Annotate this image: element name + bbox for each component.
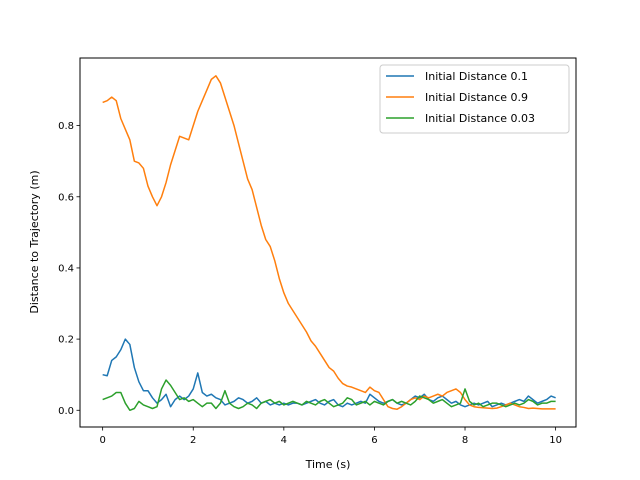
y-tick-label: 0.4: [58, 263, 74, 274]
series-line-3: [102, 379, 556, 412]
x-axis-label: Time (s): [305, 458, 351, 471]
legend-label-2: Initial Distance 0.9: [425, 91, 528, 104]
y-tick-label: 0.6: [58, 192, 74, 203]
legend-box: [379, 64, 570, 134]
x-tick-label: 10: [549, 435, 562, 446]
y-tick-label: 0.2: [58, 335, 74, 346]
x-tick-label: 6: [371, 435, 377, 446]
y-tick-label: 0.8: [58, 121, 74, 132]
y-axis-label: Distance to Trajectory (m): [28, 170, 41, 313]
plot-frame: [79, 57, 577, 428]
y-tick-label: 0.0: [58, 406, 74, 417]
y-axis: 0.0 0.2 0.4 0.6 0.8: [58, 121, 80, 417]
x-tick-label: 0: [99, 435, 105, 446]
legend-label-3: Initial Distance 0.03: [425, 112, 535, 125]
x-axis: 0 2 4 6 8 10: [99, 427, 562, 446]
x-tick-label: 8: [462, 435, 468, 446]
series-line-2: [102, 75, 556, 410]
series-layer: [102, 75, 556, 412]
legend-label-1: Initial Distance 0.1: [425, 70, 528, 83]
x-tick-label: 4: [281, 435, 287, 446]
legend: Initial Distance 0.1 Initial Distance 0.9…: [379, 64, 570, 134]
x-tick-label: 2: [190, 435, 196, 446]
